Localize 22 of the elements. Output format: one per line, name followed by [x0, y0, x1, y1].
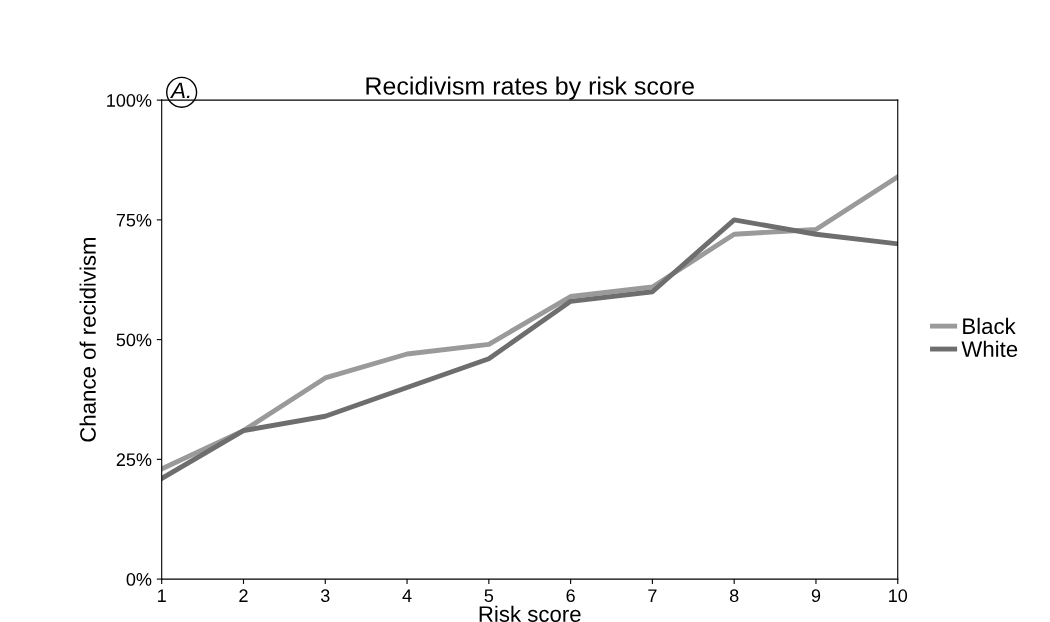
x-axis-title: Risk score — [479, 605, 581, 622]
x-tick-label: 4 — [402, 589, 412, 602]
x-tick-label: 2 — [239, 589, 248, 602]
chart-title: Recidivism rates by risk score — [366, 76, 694, 100]
line-series — [161, 217, 898, 481]
x-tick-label: 7 — [648, 589, 657, 602]
y-tick-label: 25% — [116, 453, 152, 467]
y-tick-label: 100% — [107, 94, 152, 107]
x-tick-label: 9 — [811, 589, 821, 603]
y-tick-label: 75% — [116, 213, 152, 227]
legend-label: Black — [963, 317, 1016, 335]
x-tick-label: 1 — [158, 589, 166, 602]
x-tick-label: 8 — [729, 589, 739, 603]
x-tick-label: 3 — [320, 589, 330, 603]
x-tick-label: 5 — [484, 589, 494, 603]
legend-label: White — [961, 340, 1018, 358]
y-tick-label: 0% — [126, 573, 152, 586]
y-axis-title: Chance of recidivism — [79, 237, 96, 442]
text: A. — [170, 82, 190, 99]
x-tick-label: 6 — [566, 589, 575, 603]
y-tick-label: 50% — [116, 333, 152, 347]
x-tick-label: 10 — [889, 589, 908, 603]
